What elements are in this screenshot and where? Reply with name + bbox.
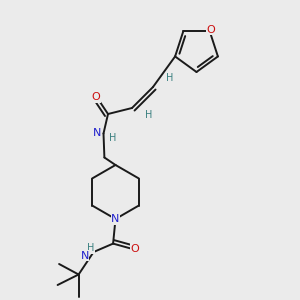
Text: N: N (111, 214, 120, 224)
Text: H: H (166, 73, 173, 83)
Text: N: N (80, 250, 89, 261)
Text: H: H (109, 133, 116, 143)
Text: H: H (87, 243, 94, 254)
Text: O: O (207, 25, 216, 35)
Text: H: H (145, 110, 152, 121)
Text: O: O (92, 92, 100, 102)
Text: N: N (93, 128, 101, 139)
Text: O: O (130, 244, 140, 254)
